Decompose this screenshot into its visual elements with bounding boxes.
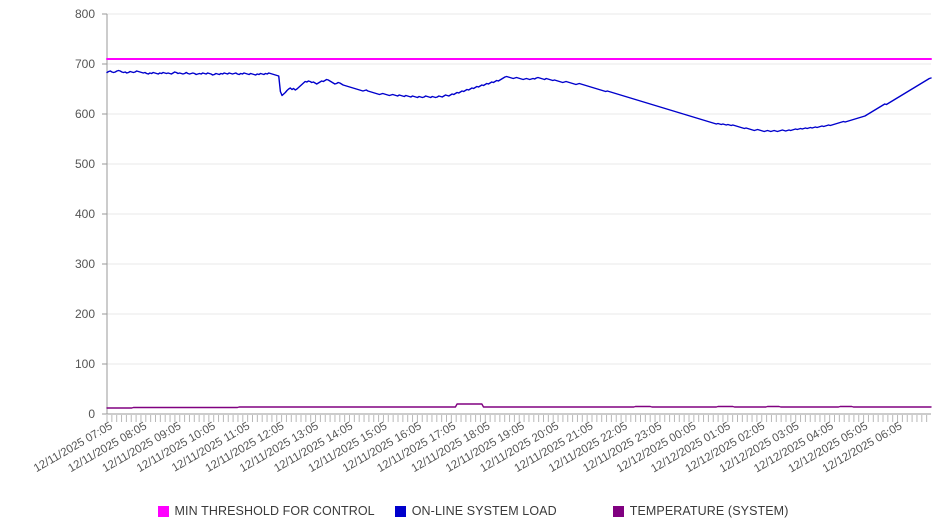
- x-axis-ticks: [106, 415, 928, 422]
- y-tick-label: 300: [75, 257, 95, 271]
- gridlines: [107, 13, 931, 365]
- y-tick-label: 400: [75, 207, 95, 221]
- legend-item-min-threshold-for-control[interactable]: MIN THRESHOLD FOR CONTROL: [157, 504, 375, 518]
- y-tick-label: 700: [75, 57, 95, 71]
- y-tick-label: 600: [75, 107, 95, 121]
- y-tick-label: 0: [88, 407, 95, 421]
- legend-label-temperature-system: TEMPERATURE (SYSTEM): [629, 504, 789, 518]
- legend-label-on-line-system-load: ON-LINE SYSTEM LOAD: [411, 504, 557, 518]
- legend-label-min-threshold-for-control: MIN THRESHOLD FOR CONTROL: [174, 504, 375, 518]
- axis-lines: [106, 14, 931, 415]
- legend-item-temperature-system[interactable]: TEMPERATURE (SYSTEM): [612, 504, 789, 518]
- legend-swatch-min-threshold-for-control: [157, 505, 169, 517]
- y-tick-label: 500: [75, 157, 95, 171]
- y-tick-label: 800: [75, 7, 95, 21]
- series-line-on-line-system-load: [106, 69, 932, 133]
- data-series-group: [106, 58, 932, 409]
- y-tick-label: 200: [75, 307, 95, 321]
- y-axis-ticks: 0 100 200 300 400 500 600 700 800: [75, 7, 107, 421]
- legend-item-on-line-system-load[interactable]: ON-LINE SYSTEM LOAD: [394, 504, 557, 518]
- legend-swatch-temperature-system: [612, 505, 624, 517]
- legend-swatch-on-line-system-load: [394, 505, 406, 517]
- chart-legend: MIN THRESHOLD FOR CONTROL ON-LINE SYSTEM…: [0, 504, 946, 518]
- series-line-temperature-system: [106, 403, 932, 409]
- y-tick-label: 100: [75, 357, 95, 371]
